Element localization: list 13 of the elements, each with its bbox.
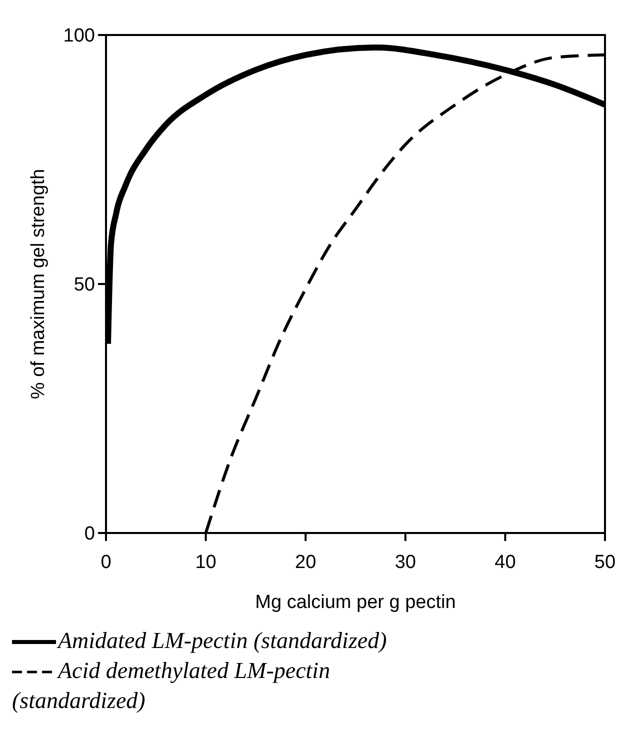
x-tick-label: 10	[195, 552, 216, 573]
legend-label: Acid demethylated LM-pectin (standardized)	[12, 658, 330, 713]
x-axis-title: Mg calcium per g pectin	[255, 592, 456, 613]
y-tick-label: 50	[74, 274, 95, 296]
x-tick-label: 0	[100, 552, 112, 573]
y-tick-label: 100	[63, 26, 95, 47]
x-tick-label: 40	[494, 552, 516, 573]
x-tick-label: 50	[594, 552, 616, 573]
legend-label: Amidated LM-pectin (standardized)	[56, 628, 387, 653]
y-axis-title: % of maximum gel strength	[28, 168, 49, 400]
y-tick-label: 0	[84, 524, 95, 545]
x-tick-label: 20	[295, 552, 316, 573]
x-tick-label: 30	[394, 552, 416, 573]
